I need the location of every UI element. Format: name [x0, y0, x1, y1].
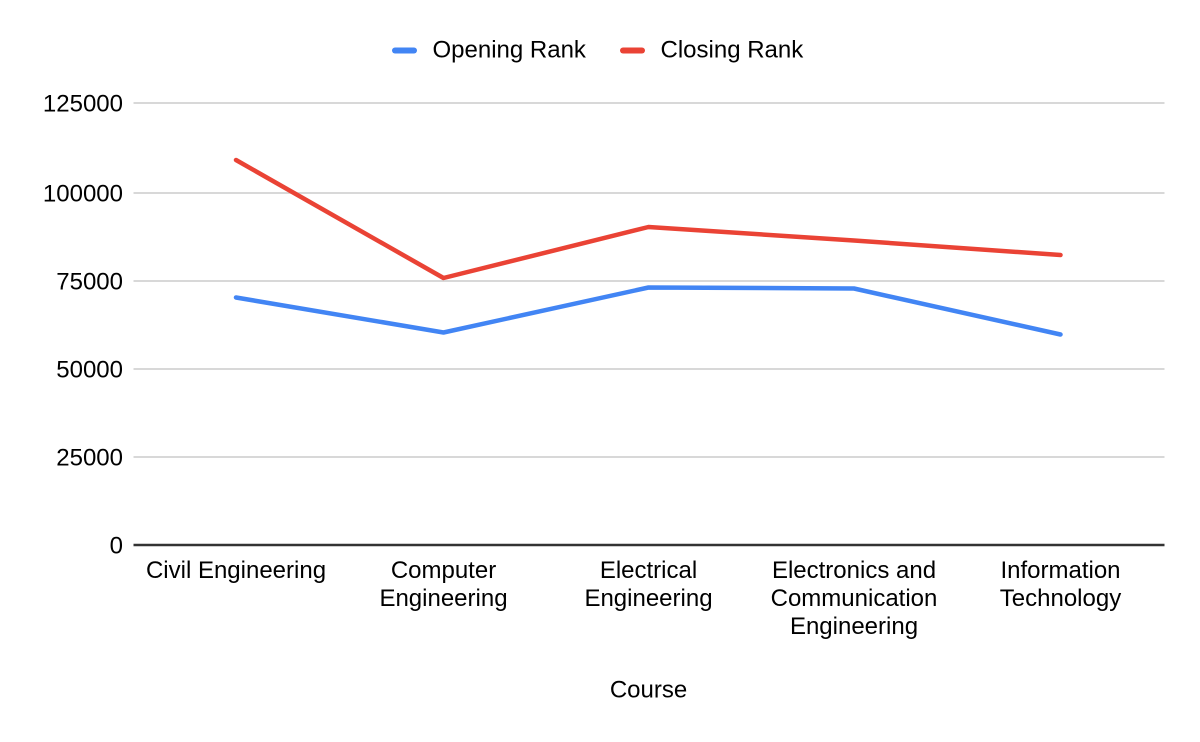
svg-text:50000: 50000	[56, 357, 123, 384]
svg-text:100000: 100000	[43, 181, 123, 208]
svg-text:75000: 75000	[56, 269, 123, 296]
svg-text:Communication: Communication	[771, 585, 938, 612]
svg-text:Engineering: Engineering	[584, 585, 712, 612]
svg-text:Electronics and: Electronics and	[772, 557, 936, 584]
svg-text:Civil Engineering: Civil Engineering	[146, 557, 326, 584]
svg-text:Opening Rank: Opening Rank	[433, 37, 587, 64]
svg-text:0: 0	[110, 533, 123, 560]
svg-text:Technology: Technology	[1000, 585, 1121, 612]
svg-text:Engineering: Engineering	[790, 613, 918, 640]
svg-text:Computer: Computer	[391, 557, 496, 584]
svg-text:Closing Rank: Closing Rank	[661, 37, 805, 64]
svg-text:Course: Course	[610, 677, 687, 704]
svg-text:Engineering: Engineering	[379, 585, 507, 612]
svg-text:125000: 125000	[43, 91, 123, 118]
svg-text:Information: Information	[1000, 557, 1120, 584]
svg-text:Electrical: Electrical	[600, 557, 697, 584]
svg-text:25000: 25000	[56, 445, 123, 472]
